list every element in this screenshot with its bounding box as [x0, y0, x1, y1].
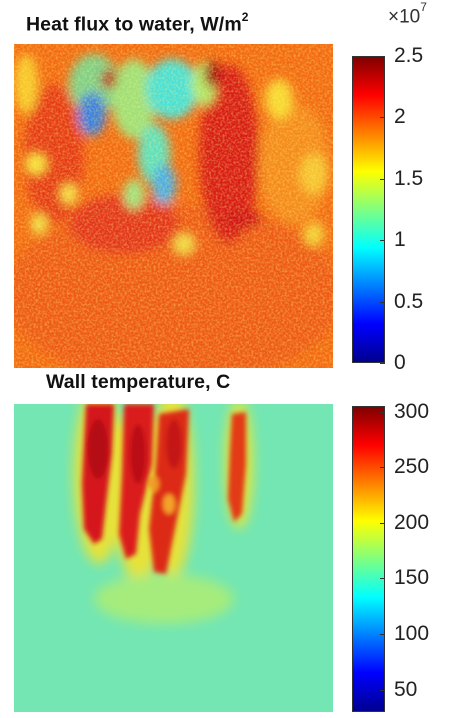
colorbar-tick-mark [380, 467, 385, 469]
colorbar-tick-label: 150 [394, 566, 430, 590]
heat-flux-heatmap-svg [14, 44, 333, 368]
colorbar-exponent: ×107 [388, 0, 427, 28]
colorbar-tick-mark [380, 578, 385, 580]
colorbar-tick-mark [380, 178, 385, 180]
colorbar-tick-mark [380, 301, 385, 303]
heat-flux-colorbar [352, 56, 385, 363]
colorbar-tick-mark [380, 56, 385, 57]
colorbar-tick-mark [380, 522, 385, 524]
colorbar-tick-label: 200 [394, 510, 430, 534]
heat-flux-title-text: Heat flux to water, W/m [26, 13, 242, 36]
colorbar-tick-label: 0.5 [394, 289, 424, 313]
colorbar-exponent-sup: 7 [420, 0, 427, 14]
heat-flux-title-sup: 2 [241, 10, 249, 24]
colorbar-tick-label: 250 [394, 455, 430, 479]
colorbar-tick-mark [380, 363, 385, 364]
heat-flux-noise [14, 44, 333, 368]
wall-temperature-core [88, 419, 108, 479]
wall-temperature-colorbar [352, 406, 385, 712]
colorbar-tick-mark [380, 117, 385, 119]
wall-temperature-halo [94, 574, 234, 624]
colorbar-tick-label: 1 [394, 228, 406, 252]
colorbar-exponent-base: ×10 [388, 6, 421, 28]
colorbar-tick-mark [380, 240, 385, 242]
wall-temperature-warm-spot [163, 494, 175, 514]
colorbar-tick-mark [380, 689, 385, 691]
colorbar-tick-mark [380, 411, 385, 413]
heat-flux-heatmap [14, 44, 333, 368]
wall-temperature-core [166, 419, 182, 469]
heat-flux-title: Heat flux to water, W/m2 [26, 10, 249, 37]
wall-temperature-core [130, 424, 146, 484]
colorbar-tick-label: 1.5 [394, 166, 424, 190]
colorbar-tick-label: 2.5 [394, 44, 424, 67]
colorbar-tick-label: 300 [394, 399, 430, 423]
wall-temperature-title: Wall temperature, C [46, 371, 231, 393]
wall-temperature-hot-region [228, 412, 246, 522]
colorbar-tick-label: 0 [394, 351, 406, 374]
wall-temperature-warm-spot [149, 476, 159, 492]
colorbar-tick-mark [380, 634, 385, 636]
wall-temperature-heatmap [14, 404, 333, 712]
colorbar-tick-label: 2 [394, 105, 406, 129]
wall-temperature-heatmap-svg [14, 404, 333, 712]
colorbar-tick-label: 100 [394, 622, 430, 646]
colorbar-tick-label: 50 [394, 677, 418, 701]
